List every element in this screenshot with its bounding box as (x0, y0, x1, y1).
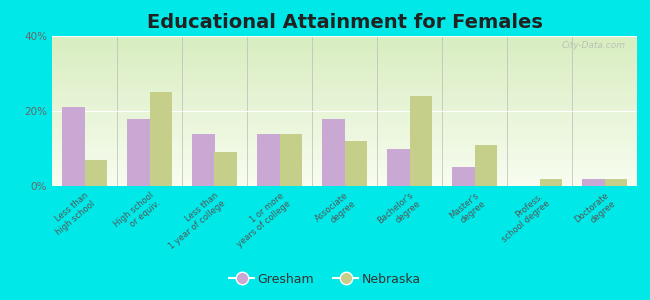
Bar (150, 92, 172, 186)
Bar (344, 141, 367, 186)
Bar (452, 167, 474, 186)
Text: City-Data.com: City-Data.com (562, 40, 625, 50)
Bar (280, 134, 302, 186)
Bar (214, 152, 237, 186)
Bar (387, 148, 410, 186)
Legend: Gresham, Nebraska: Gresham, Nebraska (224, 268, 426, 291)
Title: Educational Attainment for Females: Educational Attainment for Females (146, 13, 543, 32)
Bar (322, 118, 344, 186)
Bar (84, 160, 107, 186)
Bar (62, 107, 84, 186)
Bar (604, 178, 627, 186)
Bar (582, 178, 604, 186)
Bar (192, 134, 215, 186)
Bar (474, 145, 497, 186)
Bar (127, 118, 150, 186)
Bar (410, 96, 432, 186)
Bar (540, 178, 562, 186)
Bar (257, 134, 280, 186)
